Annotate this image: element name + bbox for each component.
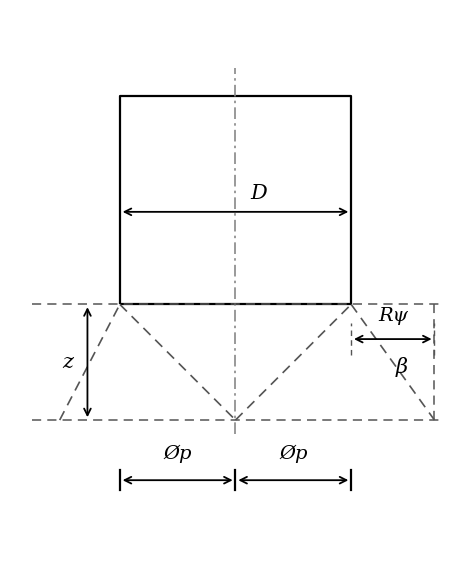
Text: Rψ: Rψ xyxy=(378,307,408,325)
Text: β: β xyxy=(396,357,408,377)
Text: Øp: Øp xyxy=(279,444,308,462)
Text: Øp: Øp xyxy=(163,444,192,462)
Text: D: D xyxy=(250,184,267,203)
Text: z: z xyxy=(63,353,73,372)
